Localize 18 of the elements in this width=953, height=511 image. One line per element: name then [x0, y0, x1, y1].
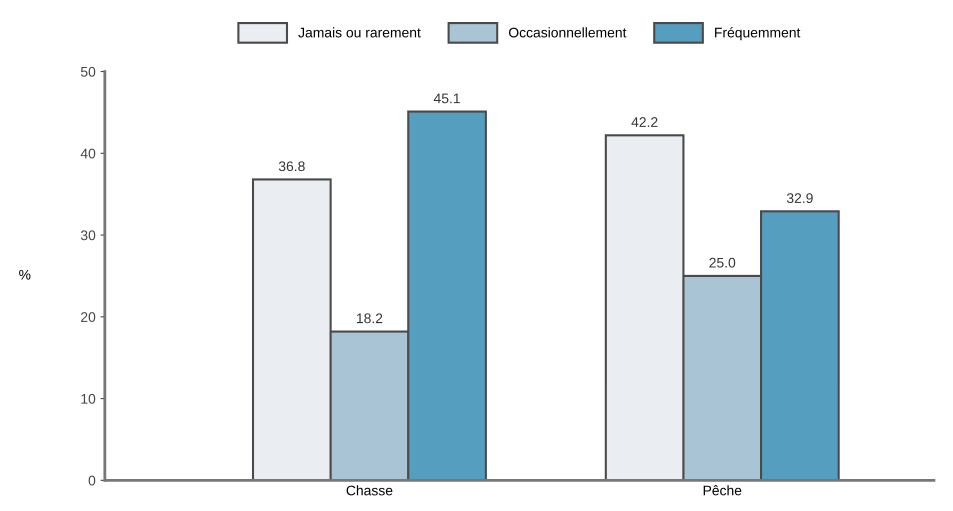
y-tick-label: 30: [80, 230, 96, 240]
y-axis-title: %: [19, 270, 30, 280]
data-label: 36.8: [278, 161, 305, 172]
y-tick-label: 40: [80, 148, 96, 158]
legend-label: Jamais ou rarement: [298, 27, 421, 38]
data-label: 32.9: [786, 193, 813, 204]
data-label: 25.0: [709, 258, 736, 268]
data-label: 45.1: [434, 94, 460, 104]
data-label: 18.2: [356, 313, 382, 324]
x-tick-label: Chasse: [346, 485, 392, 496]
legend-label: Fréquemment: [715, 27, 800, 40]
y-tick-label: 10: [81, 394, 96, 404]
y-tick-label: 0: [88, 476, 96, 486]
y-tick-label: 20: [81, 312, 96, 322]
y-tick-label: 50: [80, 66, 96, 77]
data-label: 42.2: [631, 117, 658, 127]
x-tick-label: Pêche: [704, 485, 742, 496]
legend-label: Occasionnellement: [508, 27, 626, 38]
